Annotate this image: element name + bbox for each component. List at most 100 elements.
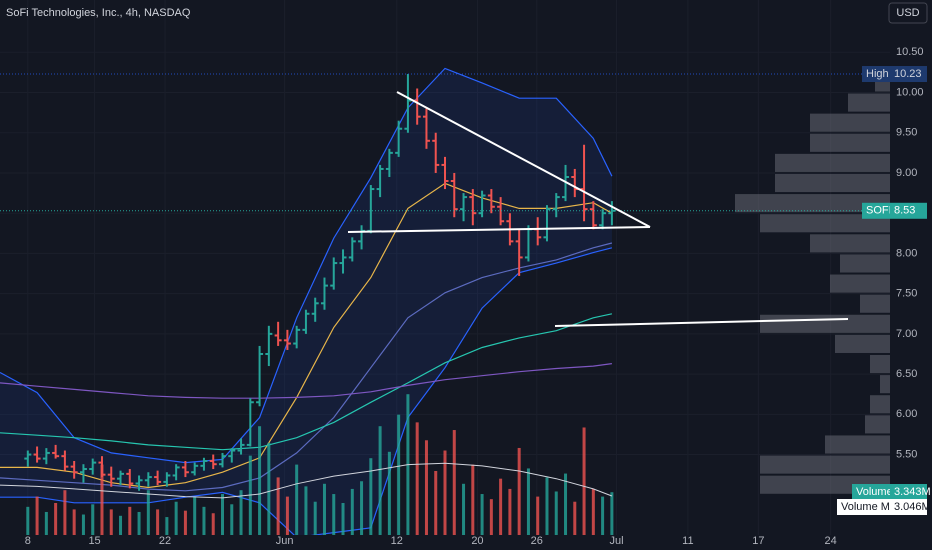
volume-bar (378, 426, 382, 535)
drawings (347, 91, 849, 327)
volume-bar (313, 501, 317, 535)
volume-bar (137, 511, 141, 535)
volume-bar (517, 447, 521, 535)
band-line (0, 67, 613, 464)
volume-bar (128, 506, 132, 535)
x-tick-label: 20 (471, 535, 483, 547)
volume-profile-row (735, 194, 890, 213)
volume-bar (109, 509, 113, 535)
volume-profile-row (810, 133, 890, 152)
volume-bar (81, 514, 85, 535)
moving-average (0, 363, 612, 399)
moving-average (0, 182, 613, 489)
volume-bar (146, 490, 150, 535)
volume-profile-row (865, 415, 890, 434)
volume-bar (536, 496, 540, 535)
volume-bar (221, 494, 224, 535)
y-tick-label: 5.50 (896, 448, 917, 460)
volume-bar (573, 501, 577, 535)
volume-bar (564, 473, 568, 535)
volume-bar (462, 483, 466, 535)
volume-bar (582, 427, 586, 535)
trendline (396, 91, 651, 228)
y-tick-label: 9.50 (896, 127, 917, 139)
volume-profile-row (848, 93, 890, 112)
volume-bar (499, 478, 503, 535)
y-tick-label: 8.00 (896, 247, 917, 259)
volume-profile-row (810, 113, 890, 132)
volume-bar (554, 491, 558, 535)
volume-bar (211, 513, 215, 535)
volume-bar (489, 499, 493, 535)
volume-profile-row (810, 234, 890, 253)
volume-bar (322, 483, 326, 535)
volume-profile-row (830, 274, 890, 293)
moving-average (0, 242, 613, 492)
volume-bar (202, 506, 206, 535)
volume-bar (601, 496, 605, 535)
last-price-label-value-box (890, 202, 927, 219)
volume-bar (26, 506, 30, 535)
volume-label-value: 3.343M (894, 486, 931, 498)
currency[interactable]: USD (896, 7, 919, 19)
volume-bar (508, 488, 512, 535)
volume-bar (258, 426, 262, 535)
volume-bar (369, 458, 373, 535)
volume-bar (610, 492, 614, 535)
x-tick-label: Jun (276, 535, 294, 547)
price-axis: 5.506.006.507.007.508.008.509.009.5010.0… (25, 46, 931, 547)
volume-bar (156, 509, 160, 535)
band-fill (0, 68, 612, 535)
volume-bar (119, 515, 123, 535)
volume-profile-row (760, 314, 890, 333)
last-price-label-name: SOFI (866, 205, 892, 217)
trendline (554, 318, 849, 327)
volume-bar (239, 490, 243, 535)
volume-ma-label-value: 3.046M (894, 501, 931, 513)
volume-profile-row (870, 395, 890, 414)
y-tick-label: 10.00 (896, 86, 924, 98)
volume-bar (54, 503, 58, 535)
y-tick-label: 7.50 (896, 288, 917, 300)
y-tick-label: 10.50 (896, 46, 924, 58)
high-label-box (862, 66, 890, 83)
volume-bar (526, 468, 530, 535)
volume-bar (415, 422, 419, 535)
volume-bar (91, 504, 95, 535)
y-tick-label: 7.00 (896, 328, 917, 340)
volume-bar (295, 464, 299, 535)
volume-label-name: Volume (856, 486, 893, 498)
volume-profile-row (760, 214, 890, 233)
volume-bar (545, 477, 549, 535)
volume-bar (267, 442, 271, 535)
volume-profile-row (880, 375, 890, 394)
volume-profile-row (775, 173, 890, 193)
volume-label-box (852, 484, 890, 500)
volume-bar (387, 451, 391, 535)
high-label-value: 10.23 (894, 68, 922, 80)
volume-profile-row (840, 254, 890, 273)
grid (0, 0, 890, 535)
x-tick-label: 17 (752, 535, 764, 547)
high-label-value-box (890, 66, 927, 83)
moving-average (0, 313, 613, 451)
x-tick-label: 15 (88, 535, 100, 547)
volume-bar (276, 477, 280, 535)
volume-bar (424, 440, 428, 535)
volume-bar (285, 496, 289, 535)
volume-bar (443, 450, 447, 535)
plot-area (0, 67, 890, 535)
volume-bar (452, 430, 456, 535)
currency-box[interactable] (888, 2, 928, 24)
trendline (347, 226, 651, 233)
volume-label-value-box (890, 484, 927, 500)
volume-profile-row (870, 354, 890, 374)
y-tick-label: 9.00 (896, 167, 917, 179)
volume-bar (100, 464, 104, 535)
x-tick-label: 12 (391, 535, 403, 547)
volume-bar (341, 503, 345, 535)
volume-bar (350, 488, 354, 535)
chart-title: SoFi Technologies, Inc., 4h, NASDAQ (6, 7, 191, 19)
